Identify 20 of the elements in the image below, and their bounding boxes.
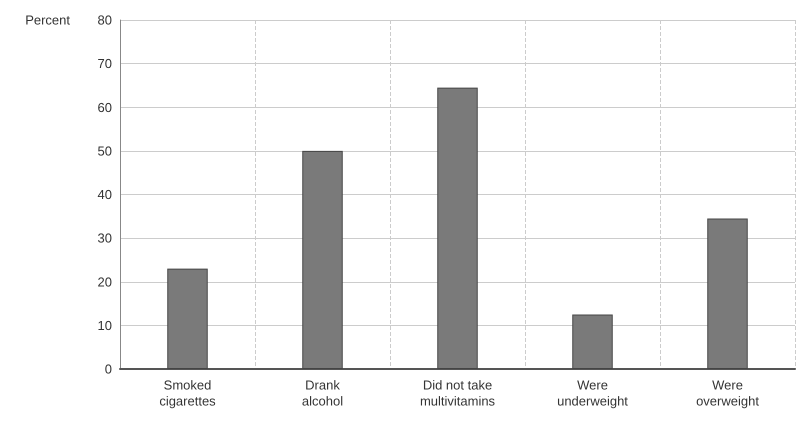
- y-tick-label: 50: [98, 143, 112, 158]
- bar: [437, 88, 478, 369]
- y-tick-label: 80: [98, 12, 112, 28]
- bar: [167, 268, 208, 369]
- x-tick-label: Were overweight: [696, 378, 760, 408]
- bar: [302, 150, 343, 369]
- y-tick-label: 20: [98, 274, 112, 290]
- bar: [707, 218, 748, 369]
- x-tick-label: Drank alcohol: [302, 378, 344, 408]
- y-tick-label: 40: [98, 187, 112, 202]
- y-tick-label: 30: [98, 230, 112, 246]
- y-tick-label: 70: [98, 56, 112, 72]
- x-tick-label: Were underweight: [557, 378, 628, 408]
- x-tick-label: Did not take multivitamins: [420, 378, 496, 408]
- y-axis-title: Percent: [25, 12, 70, 28]
- x-tick-label: Smoked cigarettes: [159, 378, 216, 408]
- y-tick-label: 60: [98, 100, 112, 115]
- bar: [572, 314, 613, 369]
- y-tick-label: 10: [98, 318, 112, 333]
- y-tick-label: 0: [104, 362, 112, 376]
